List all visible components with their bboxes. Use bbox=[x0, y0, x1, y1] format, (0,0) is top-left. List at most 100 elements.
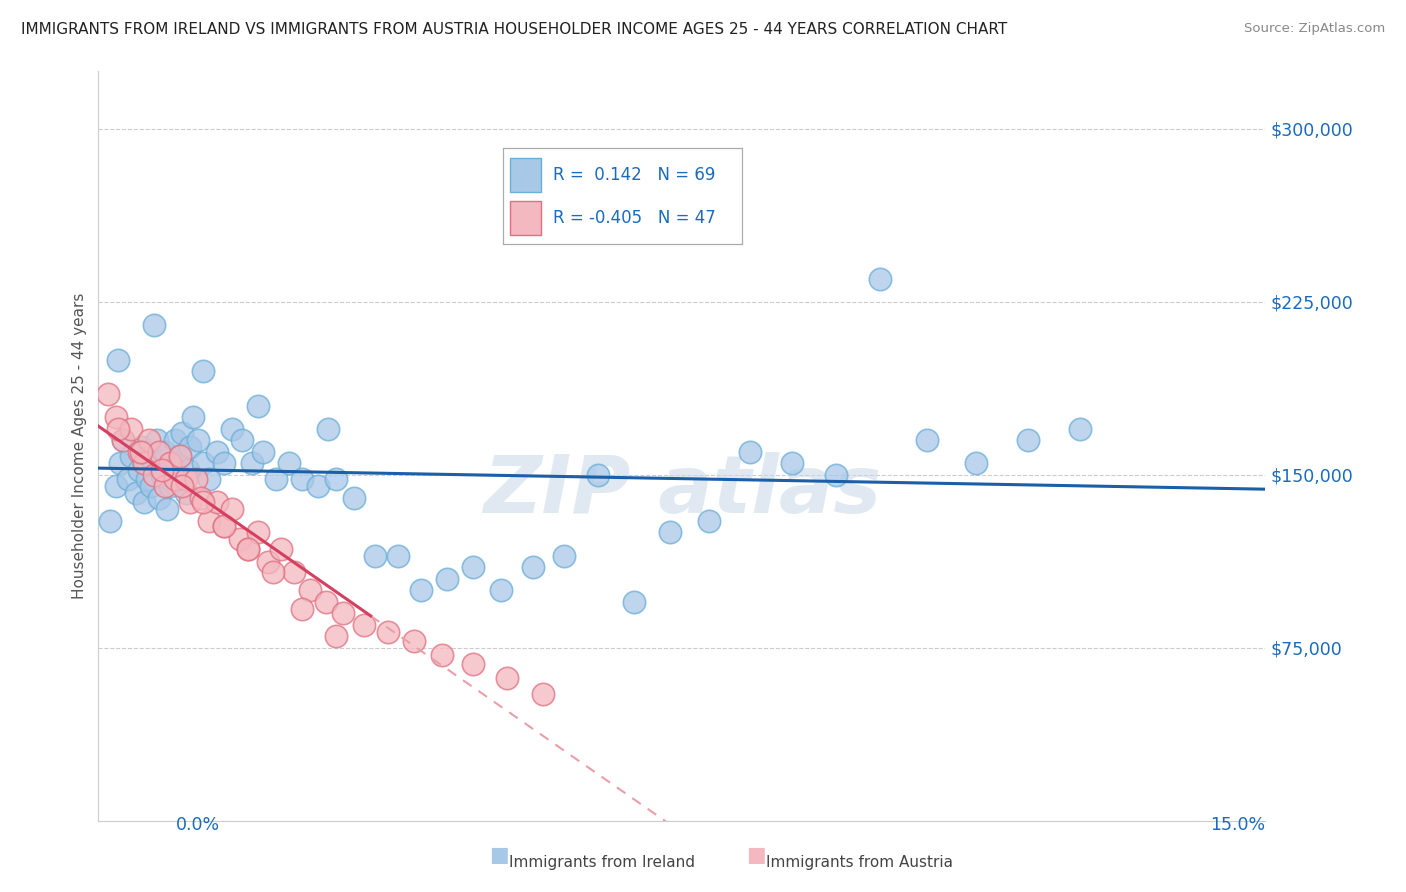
Point bbox=[432, 648, 454, 662]
Point bbox=[128, 463, 150, 477]
Point bbox=[120, 450, 142, 464]
Text: R =  0.142   N = 69: R = 0.142 N = 69 bbox=[553, 166, 716, 184]
Point bbox=[463, 657, 485, 671]
Point bbox=[169, 450, 191, 464]
Point bbox=[463, 560, 485, 574]
Point bbox=[132, 456, 155, 470]
Point bbox=[150, 463, 173, 477]
Point bbox=[153, 444, 176, 458]
Point bbox=[291, 472, 314, 486]
Point bbox=[143, 467, 166, 482]
Text: R = -0.405   N = 47: R = -0.405 N = 47 bbox=[553, 209, 716, 227]
Point bbox=[141, 479, 163, 493]
Text: ■: ■ bbox=[489, 846, 509, 865]
Point bbox=[108, 456, 131, 470]
Point bbox=[221, 422, 243, 436]
Point bbox=[148, 444, 170, 458]
Point bbox=[129, 444, 152, 458]
Point bbox=[112, 434, 135, 448]
Point bbox=[533, 687, 555, 701]
Point bbox=[252, 444, 274, 458]
Point bbox=[325, 629, 347, 643]
Point bbox=[825, 467, 848, 482]
Point bbox=[107, 422, 129, 436]
Point bbox=[104, 479, 127, 493]
Point bbox=[553, 549, 575, 563]
Text: Immigrants from Ireland: Immigrants from Ireland bbox=[509, 855, 695, 870]
Point bbox=[363, 549, 385, 563]
Point bbox=[214, 518, 236, 533]
Point bbox=[214, 518, 236, 533]
Point bbox=[125, 486, 148, 500]
Point bbox=[869, 272, 891, 286]
FancyBboxPatch shape bbox=[510, 158, 541, 192]
Point bbox=[198, 472, 221, 486]
Point bbox=[107, 352, 129, 367]
Point bbox=[166, 472, 188, 486]
Point bbox=[183, 410, 205, 425]
Point bbox=[98, 514, 121, 528]
Point bbox=[198, 514, 221, 528]
Point bbox=[135, 472, 157, 486]
Point bbox=[193, 364, 215, 378]
Point bbox=[623, 594, 645, 608]
Point bbox=[153, 479, 176, 493]
Point bbox=[236, 541, 259, 556]
Point bbox=[1017, 434, 1039, 448]
Point bbox=[246, 399, 269, 413]
Point bbox=[205, 444, 228, 458]
Point bbox=[187, 434, 209, 448]
Point bbox=[316, 422, 339, 436]
Point bbox=[205, 495, 228, 509]
Point bbox=[172, 479, 194, 493]
Point bbox=[169, 450, 191, 464]
Point bbox=[242, 456, 264, 470]
Point bbox=[342, 491, 364, 505]
Point bbox=[1069, 422, 1091, 436]
Point bbox=[143, 318, 166, 332]
Point bbox=[163, 472, 186, 486]
Text: 0.0%: 0.0% bbox=[176, 816, 219, 834]
Point bbox=[190, 491, 212, 505]
Text: Source: ZipAtlas.com: Source: ZipAtlas.com bbox=[1244, 22, 1385, 36]
Point bbox=[659, 525, 682, 540]
Point bbox=[138, 450, 160, 464]
Point bbox=[138, 434, 160, 448]
Point bbox=[128, 444, 150, 458]
Point bbox=[278, 456, 301, 470]
Point bbox=[782, 456, 804, 470]
Point bbox=[307, 479, 329, 493]
Point bbox=[411, 583, 433, 598]
Point bbox=[184, 472, 207, 486]
Point bbox=[283, 565, 305, 579]
Point bbox=[163, 434, 186, 448]
Point bbox=[193, 456, 215, 470]
Text: ZIP atlas: ZIP atlas bbox=[482, 452, 882, 530]
Point bbox=[179, 495, 201, 509]
Point bbox=[915, 434, 938, 448]
Text: ■: ■ bbox=[747, 846, 766, 865]
Point bbox=[117, 472, 139, 486]
Point bbox=[143, 456, 166, 470]
Point bbox=[229, 533, 252, 547]
Point bbox=[402, 633, 425, 648]
Point bbox=[120, 422, 142, 436]
Point bbox=[179, 440, 201, 454]
Point bbox=[491, 583, 513, 598]
Point bbox=[332, 606, 354, 620]
Point bbox=[377, 624, 399, 639]
Point bbox=[159, 479, 181, 493]
Text: Immigrants from Austria: Immigrants from Austria bbox=[766, 855, 953, 870]
Point bbox=[193, 495, 215, 509]
Text: IMMIGRANTS FROM IRELAND VS IMMIGRANTS FROM AUSTRIA HOUSEHOLDER INCOME AGES 25 - : IMMIGRANTS FROM IRELAND VS IMMIGRANTS FR… bbox=[21, 22, 1007, 37]
Point bbox=[387, 549, 409, 563]
Point bbox=[104, 410, 127, 425]
Point bbox=[112, 434, 135, 448]
Point bbox=[97, 387, 120, 401]
Point bbox=[236, 541, 259, 556]
Point bbox=[291, 601, 314, 615]
Point bbox=[325, 472, 347, 486]
Point bbox=[522, 560, 544, 574]
FancyBboxPatch shape bbox=[510, 201, 541, 235]
Point bbox=[315, 594, 337, 608]
